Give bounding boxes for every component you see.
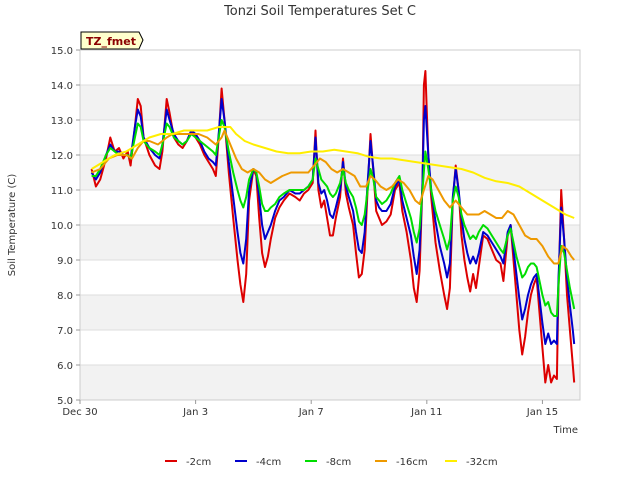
x-axis-label: Time xyxy=(553,425,578,436)
y-axis-label: Soil Temperature (C) xyxy=(7,174,18,277)
legend-label: -2cm xyxy=(186,457,211,468)
legend-label: -32cm xyxy=(466,457,498,468)
grid-band xyxy=(80,85,580,120)
site-badge: TZ_fmet xyxy=(80,31,144,50)
y-tick-label: 7.0 xyxy=(57,326,73,337)
legend-label: -4cm xyxy=(256,457,281,468)
legend-label: -16cm xyxy=(396,457,428,468)
grid-band xyxy=(80,155,580,190)
series-line-minus32cm xyxy=(91,126,575,219)
y-tick-label: 6.0 xyxy=(57,361,73,372)
y-tick-label: 13.0 xyxy=(51,116,73,127)
y-tick-label: 15.0 xyxy=(51,46,73,57)
x-tick-label: Jan 11 xyxy=(410,407,442,418)
y-tick-label: 8.0 xyxy=(57,291,73,302)
x-tick-label: Dec 30 xyxy=(62,407,97,418)
y-tick-label: 12.0 xyxy=(51,151,73,162)
legend-label: -8cm xyxy=(326,457,351,468)
grid-band xyxy=(80,295,580,330)
x-tick-label: Jan 15 xyxy=(526,407,558,418)
y-tick-label: 11.0 xyxy=(51,186,73,197)
series-line-minus8cm xyxy=(91,119,576,317)
x-tick-label: Jan 3 xyxy=(182,407,208,418)
y-tick-label: 10.0 xyxy=(51,221,73,232)
x-tick-label: Jan 7 xyxy=(298,407,324,418)
y-tick-label: 5.0 xyxy=(57,396,73,407)
site-badge-text: TZ_fmet xyxy=(86,35,136,48)
series-line-minus16cm xyxy=(91,129,575,265)
legend: -2cm -4cm -8cm -16cm -32cm xyxy=(165,457,498,468)
grid-band xyxy=(80,365,580,400)
y-tick-label: 14.0 xyxy=(51,81,73,92)
y-tick-label: 9.0 xyxy=(57,256,73,267)
chart-title: Tonzi Soil Temperatures Set C xyxy=(223,4,416,19)
